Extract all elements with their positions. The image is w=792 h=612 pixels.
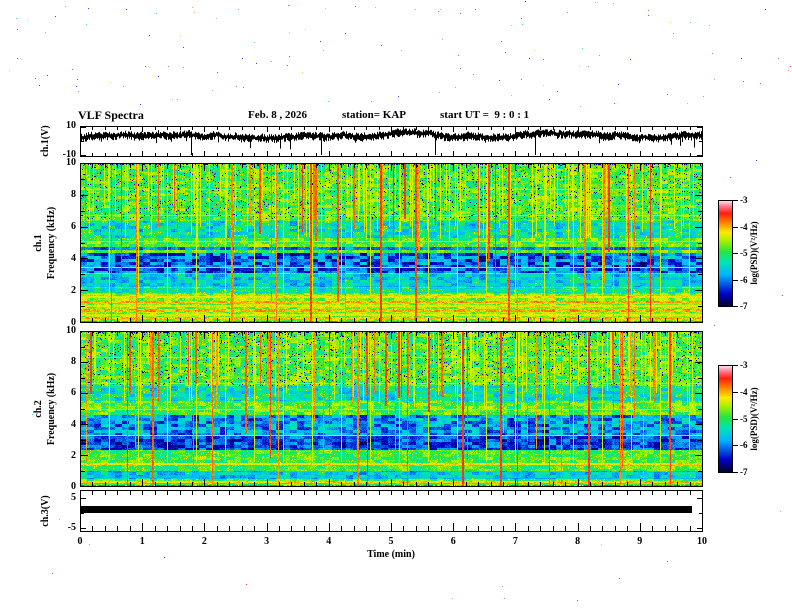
- colorbar2-title: log(PSD)(V²/Hz): [749, 387, 759, 451]
- ch1_spectrogram-ytick-8: 8: [71, 189, 76, 200]
- time-tick-6: 6: [450, 536, 456, 547]
- colorbar1-title: log(PSD)(V²/Hz): [749, 221, 759, 285]
- time-axis-title: Time (min): [367, 549, 415, 560]
- ch2_spectrogram-ytick-4: 4: [71, 418, 76, 430]
- colorbar2-tick--7: -7: [740, 467, 748, 477]
- date-label: Feb. 8 , 2026: [248, 109, 307, 121]
- time-tick-7: 7: [512, 536, 518, 547]
- colorbar-2: [718, 365, 739, 473]
- spec1-channel-title: ch.1: [33, 234, 44, 252]
- ch3v-ytick-top: 5: [71, 492, 76, 503]
- time-tick-8: 8: [575, 536, 581, 547]
- ch1v-ytick-bottom: -10: [62, 149, 76, 160]
- figure-title: VLF Spectra: [78, 108, 144, 122]
- ch1-waveform-plot: [80, 126, 703, 157]
- ch1_spectrogram-ytick-6: 6: [71, 221, 76, 232]
- time-tick-5: 5: [388, 536, 394, 547]
- time-tick-2: 2: [201, 536, 207, 547]
- colorbar1-tick--7: -7: [740, 301, 748, 311]
- colorbar2-tick--5: -5: [740, 413, 748, 424]
- colorbar1-tick--3: -3: [740, 195, 748, 205]
- ch2_spectrogram-ytick-0: 0: [71, 481, 76, 492]
- colorbar1-tick--4: -4: [740, 221, 748, 232]
- ch2_spectrogram-ytick-10: 10: [66, 325, 76, 336]
- colorbar2-tick--4: -4: [740, 386, 748, 397]
- ch1v-ytick-top: 10: [66, 120, 76, 131]
- colorbar1-tick--6: -6: [740, 274, 748, 285]
- ch2_spectrogram-ytick-8: 8: [71, 356, 76, 368]
- ch1_spectrogram-ytick-10: 10: [66, 157, 76, 168]
- spec2-channel-title: ch.2: [33, 400, 44, 418]
- ch3v-ytick-bottom: -5: [67, 522, 76, 533]
- time-tick-0: 0: [77, 536, 83, 547]
- station-label: station= KAP: [342, 109, 407, 121]
- time-tick-10: 10: [697, 536, 707, 547]
- colorbar1-tick--5: -5: [740, 248, 748, 258]
- spec2-frequency-axis-title: Frequency (kHz): [46, 372, 57, 446]
- ch2_spectrogram-ytick-2: 2: [71, 449, 76, 461]
- ch3-waveform-plot: [80, 490, 703, 532]
- time-tick-4: 4: [326, 536, 332, 547]
- time-tick-1: 1: [139, 536, 145, 547]
- colorbar2-tick--6: -6: [740, 440, 748, 451]
- colorbar2-tick--3: -3: [740, 360, 748, 370]
- ch2_spectrogram-ytick-6: 6: [71, 387, 76, 399]
- ch1_spectrogram-ytick-0: 0: [71, 317, 76, 328]
- start-ut-label: start UT = 9 : 0 : 1: [440, 109, 530, 121]
- spec1-frequency-axis-title: Frequency (kHz): [46, 206, 57, 280]
- ch1_spectrogram-ytick-2: 2: [71, 285, 76, 296]
- ch1_spectrogram-ytick-4: 4: [71, 253, 76, 264]
- colorbar-1: [718, 200, 739, 307]
- time-tick-3: 3: [264, 536, 270, 547]
- ch1-spectrogram-plot: [80, 163, 703, 323]
- time-tick-9: 9: [637, 536, 643, 547]
- ch2-spectrogram-plot: [80, 331, 703, 487]
